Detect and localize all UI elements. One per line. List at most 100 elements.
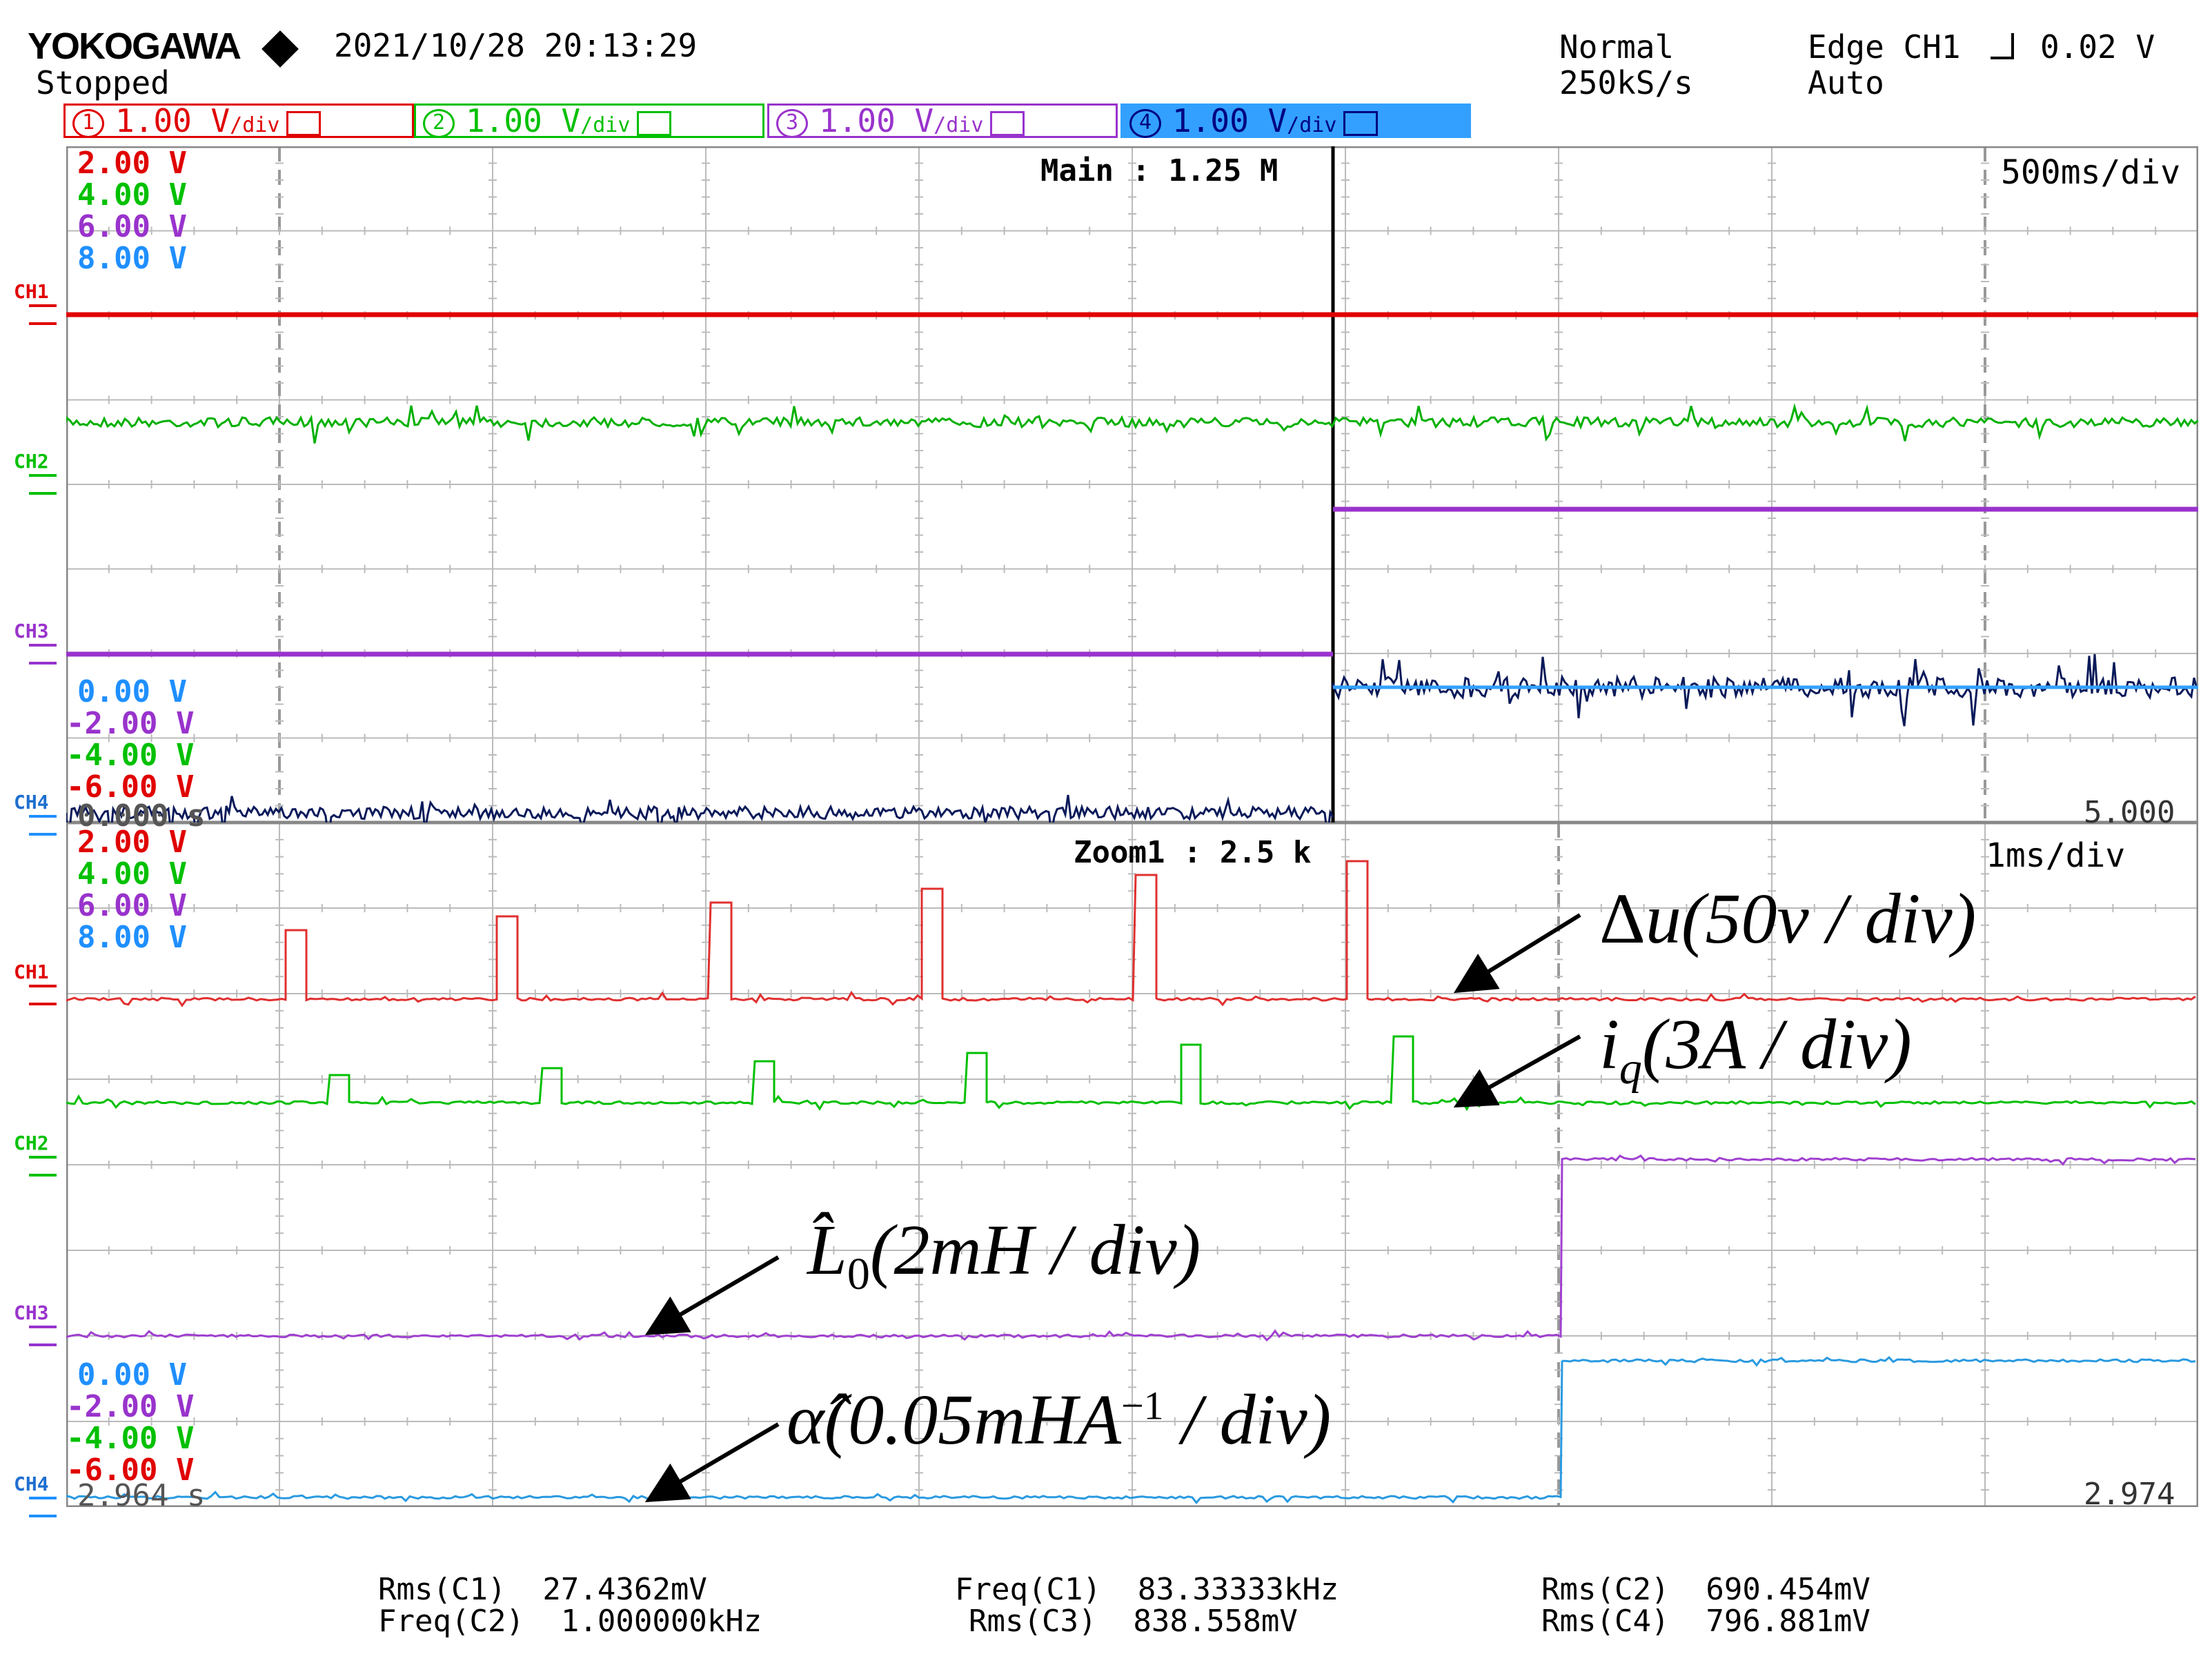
zoom-ch2-offset: 4.00 V — [77, 856, 187, 892]
main-record-label: Main : 1.25 M — [1040, 153, 1278, 188]
channel-label: CH4 — [14, 1473, 49, 1495]
acq-mode: Normal — [1559, 28, 1675, 66]
du-variable: u — [1645, 879, 1681, 958]
channel-bandwidth-icon — [286, 110, 322, 136]
trigger-source: Edge CH1 — [1808, 28, 1961, 66]
alpha-scale-a: (0.05mHA — [824, 1380, 1121, 1459]
main-ch1-marker[interactable]: CH1 — [14, 280, 57, 325]
channel-1-number: 1 — [72, 108, 104, 138]
measurement-4: Rms(C3) 838.558mV — [969, 1606, 1298, 1637]
measurement-2: Freq(C2) 1.000000kHz — [378, 1606, 762, 1637]
zoom-ch1-offset: 2.00 V — [77, 825, 187, 860]
main-ch4-low: 0.00 V — [77, 674, 187, 709]
iq-variable: i — [1599, 1005, 1619, 1084]
channel-label: CH2 — [14, 450, 49, 473]
channel-label: CH1 — [14, 280, 49, 303]
zoom-ch4-marker[interactable]: CH4 — [14, 1473, 57, 1517]
main-ch1-offset: 2.00 V — [77, 146, 187, 181]
ground-icon — [29, 815, 57, 836]
main-ch2-offset: 4.00 V — [77, 177, 187, 213]
measurement-value: 796.881mV — [1706, 1604, 1870, 1639]
measurement-label: Freq(C1) — [955, 1572, 1101, 1607]
channel-3-scale[interactable]: 3 1.00 V/div — [767, 104, 1118, 138]
main-ch3-offset: 6.00 V — [77, 209, 187, 244]
measurement-label: Rms(C2) — [1541, 1572, 1670, 1607]
iq-subscript: q — [1619, 1043, 1642, 1094]
channel-3-unit: /div — [934, 113, 984, 137]
channel-label: CH3 — [14, 1301, 49, 1324]
channel-1-volts: 1.00 V — [115, 102, 230, 139]
acquisition-status: Stopped — [36, 64, 170, 101]
channel-3-number: 3 — [776, 108, 808, 138]
brand-text: YOKOGAWA — [28, 26, 240, 67]
zoom-ch4-low: 0.00 V — [77, 1357, 187, 1392]
measurement-label: Rms(C3) — [969, 1604, 1097, 1639]
measurement-value: 83.33333kHz — [1137, 1572, 1339, 1607]
measurement-label: Freq(C2) — [378, 1604, 524, 1639]
measurement-value: 27.4362mV — [542, 1572, 707, 1607]
zoom-ch3-trace — [66, 1154, 2196, 1342]
du-annotation: Δu(50v / div) — [1599, 878, 1976, 960]
measurement-6: Rms(C4) 796.881mV — [1541, 1606, 1870, 1637]
channel-2-unit: /div — [580, 113, 631, 137]
measurement-value: 1.000000kHz — [560, 1604, 762, 1639]
channel-4-scale[interactable]: 4 1.00 V/div — [1120, 104, 1471, 138]
main-timebase: 500ms/div — [2001, 153, 2181, 192]
zoom-ch4-trace — [66, 1356, 2196, 1505]
main-ch4-offset: 8.00 V — [77, 241, 187, 276]
main-end-time: 5.000 — [2084, 795, 2175, 830]
zoom-ch3-marker[interactable]: CH3 — [14, 1301, 57, 1346]
zoom-ch2-low: -4.00 V — [66, 1421, 195, 1456]
measurement-label: Rms(C1) — [378, 1572, 506, 1607]
ground-icon — [29, 304, 57, 325]
channel-4-volts: 1.00 V — [1172, 102, 1287, 139]
alpha-scale-b: / div) — [1163, 1380, 1332, 1459]
channel-label: CH3 — [14, 620, 49, 642]
du-scale: (50v / div) — [1681, 879, 1977, 958]
alpha-arrow — [644, 1422, 780, 1503]
channel-2-volts: 1.00 V — [466, 102, 581, 139]
channel-label: CH1 — [14, 961, 49, 983]
measurement-5: Rms(C2) 690.454mV — [1541, 1575, 1870, 1605]
zoom-ch2-trace — [66, 1035, 2196, 1112]
measurement-label: Rms(C4) — [1541, 1604, 1670, 1639]
main-ch2-marker[interactable]: CH2 — [14, 450, 57, 495]
main-ch4-marker[interactable]: CH4 — [14, 791, 57, 836]
alpha-annotation: α̂(0.05mHA−1 / div) — [787, 1379, 1331, 1461]
measurement-1: Rms(C1) 27.4362mV — [378, 1575, 707, 1605]
zoom-start-time: 2.964 s — [77, 1478, 206, 1513]
zoom-record-label: Zoom1 : 2.5 k — [1074, 835, 1312, 870]
ch2-trace — [66, 403, 2198, 444]
ch4-trace-dark — [66, 794, 1334, 823]
channel-2-scale[interactable]: 2 1.00 V/div — [414, 104, 764, 138]
measurement-3: Freq(C1) 83.33333kHz — [955, 1575, 1339, 1605]
measurement-value: 690.454mV — [1706, 1572, 1870, 1607]
zoom-ch1-trace — [66, 860, 2196, 1007]
l0-variable: L̂ — [807, 1210, 847, 1290]
iq-annotation: iq(3A / div) — [1599, 1003, 1912, 1095]
zoom-ch3-offset: 6.00 V — [77, 888, 187, 923]
channel-1-scale[interactable]: 1 1.00 V/div — [63, 104, 414, 138]
timestamp: 2021/10/28 20:13:29 — [334, 27, 698, 64]
l0-subscript: 0 — [847, 1248, 870, 1299]
main-waveform-display[interactable] — [66, 146, 2198, 823]
channel-1-unit: /div — [230, 113, 280, 137]
ground-icon — [29, 1326, 57, 1346]
du-arrow — [1453, 913, 1581, 994]
zoom-end-time: 2.974 — [2084, 1477, 2175, 1512]
trigger-mode: Auto — [1808, 64, 1884, 101]
l0-arrow — [644, 1255, 780, 1336]
ground-icon — [29, 1497, 57, 1517]
trigger-level: 0.02 V — [2040, 28, 2155, 66]
zoom-waveform-display[interactable] — [66, 823, 2198, 1507]
zoom-ch3-low: -2.00 V — [66, 1389, 195, 1424]
alpha-superscript: −1 — [1120, 1383, 1164, 1428]
channel-bandwidth-icon — [990, 110, 1025, 136]
sample-rate: 250kS/s — [1559, 64, 1693, 101]
zoom-ch1-marker[interactable]: CH1 — [14, 961, 57, 1005]
main-ch3-marker[interactable]: CH3 — [14, 620, 57, 664]
zoom-ch1-low: -6.00 V — [66, 1453, 195, 1488]
iq-arrow — [1453, 1034, 1581, 1107]
main-ch2-low: -4.00 V — [66, 738, 195, 773]
zoom-ch2-marker[interactable]: CH2 — [14, 1132, 57, 1176]
